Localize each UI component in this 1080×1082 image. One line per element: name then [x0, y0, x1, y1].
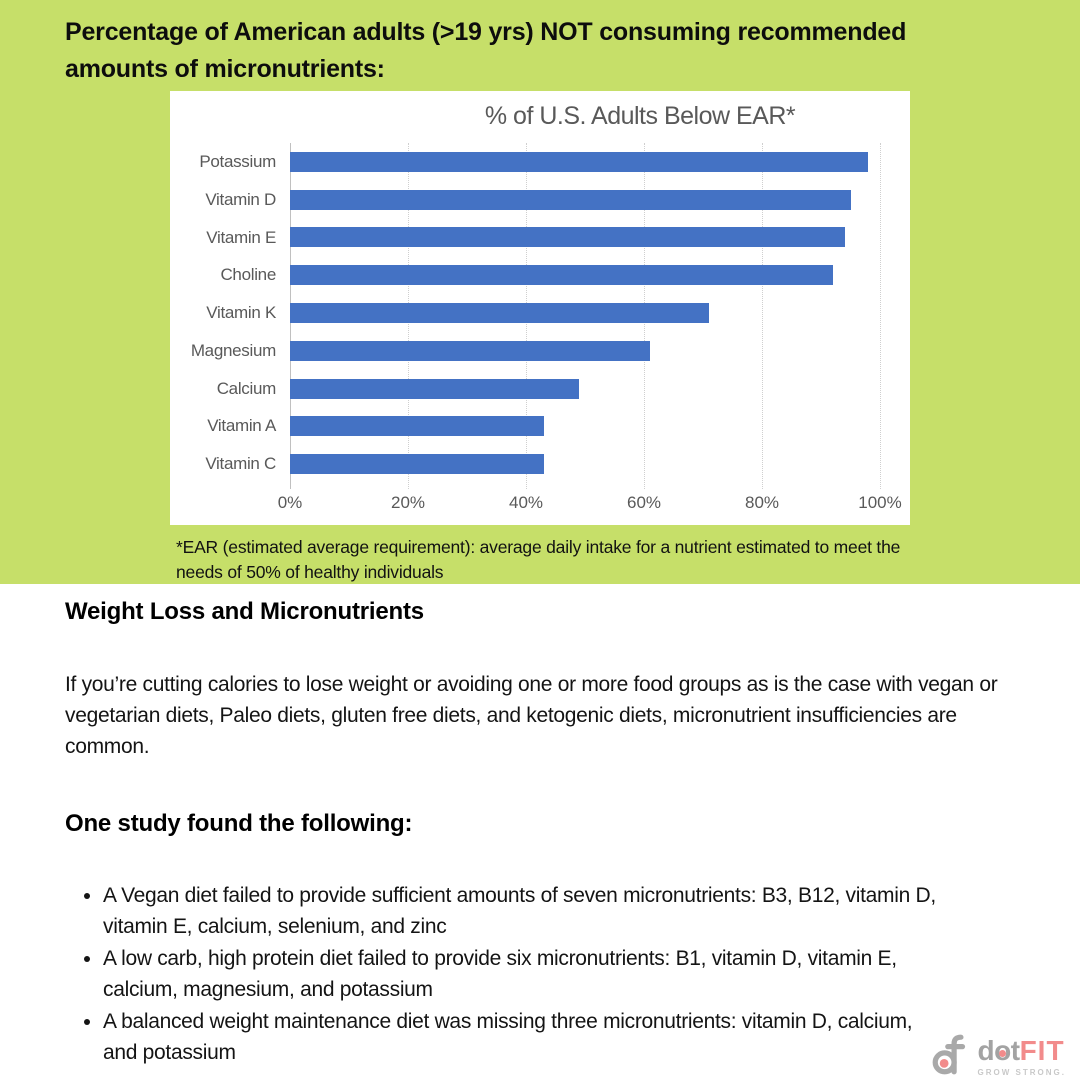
intro-paragraph: If you’re cutting calories to lose weigh… — [65, 673, 998, 758]
x-tick-label: 100% — [858, 493, 902, 512]
logo-text-dot: dot — [977, 1035, 1021, 1066]
category-label: Calcium — [216, 378, 277, 398]
bar-vitamin-e — [290, 227, 845, 248]
bar-calcium — [290, 378, 580, 399]
bar-vitamin-a — [290, 416, 544, 437]
category-label: Vitamin C — [205, 454, 276, 474]
gridline — [880, 143, 881, 489]
logo-tagline: GROW STRONG. — [977, 1068, 1066, 1077]
category-label: Vitamin D — [205, 189, 276, 209]
header-banner: Percentage of American adults (>19 yrs) … — [0, 0, 1080, 584]
category-label: Choline — [220, 265, 276, 285]
category-label: Vitamin A — [207, 416, 276, 436]
bar-vitamin-k — [290, 303, 709, 323]
findings-list: A Vegan diet failed to provide sufficien… — [65, 838, 940, 1069]
bar-choline — [290, 265, 833, 286]
x-tick-label: 0% — [277, 493, 303, 512]
category-label: Potassium — [199, 152, 276, 171]
finding-item: A Vegan diet failed to provide sufficien… — [103, 880, 940, 943]
section-heading-one-study: One study found the following: — [65, 810, 413, 837]
dotfit-logo-icon — [931, 1033, 973, 1082]
page-title: Percentage of American adults (>19 yrs) … — [0, 0, 1080, 88]
x-tick-label: 40% — [508, 493, 544, 512]
dotfit-logo: dotFIT GROW STRONG. — [931, 1033, 1068, 1082]
gridline — [762, 143, 763, 489]
finding-item: A low carb, high protein diet failed to … — [103, 943, 940, 1006]
x-tick-label: 60% — [626, 493, 662, 512]
logo-wordmark: dotFIT GROW STRONG. — [978, 1033, 1068, 1077]
x-tick-label: 80% — [744, 493, 780, 512]
category-label: Vitamin K — [206, 303, 276, 323]
chart-plot — [290, 143, 881, 489]
logo-o-dot-icon — [998, 1050, 1006, 1057]
chart-category-labels: Potassium Vitamin D Vitamin E Choline Vitami… — [170, 143, 276, 483]
category-label: Magnesium — [190, 340, 276, 360]
bar-potassium — [290, 151, 869, 172]
page-title-line1: Percentage of American adults (>19 yrs) … — [65, 18, 907, 46]
bar-chart: % of U.S. Adults Below EAR* Potassium Vit… — [170, 91, 910, 525]
chart-footnote: *EAR (estimated average requirement): av… — [176, 537, 901, 582]
x-tick-label: 20% — [390, 493, 426, 512]
x-axis: 0% 20% 40% 60% 80% 100% — [278, 493, 902, 517]
bar-vitamin-c — [290, 454, 544, 475]
logo-text-fit: FIT — [1019, 1035, 1065, 1066]
finding-item: A balanced weight maintenance diet was m… — [103, 1006, 940, 1069]
bar-magnesium — [290, 340, 650, 361]
bar-vitamin-d — [290, 189, 851, 210]
category-label: Vitamin E — [206, 227, 276, 247]
chart-title: % of U.S. Adults Below EAR* — [484, 102, 796, 130]
page-title-line2: amounts of micronutrients: — [65, 55, 385, 83]
article-body: Weight Loss and Micronutrients If you’re… — [0, 584, 1080, 1069]
section-heading-weight-loss: Weight Loss and Micronutrients — [65, 598, 424, 625]
